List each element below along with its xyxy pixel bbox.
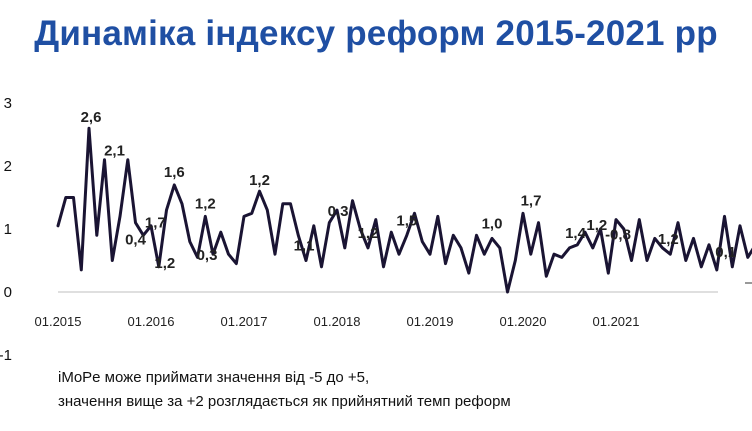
y-tick-label: 0 [4, 284, 12, 301]
y-tick-label: 2 [4, 158, 12, 175]
series-layer [56, 126, 752, 294]
data-label: 1,4 [565, 225, 587, 242]
x-tick-label: 01.2020 [500, 314, 547, 329]
x-tick-label: 01.2019 [407, 314, 454, 329]
note-line-2: значення вище за +2 розглядається як при… [58, 393, 511, 410]
data-label: 0,1 [715, 244, 736, 261]
data-label: 1,2 [154, 255, 175, 272]
x-tick-label: 01.2021 [593, 314, 640, 329]
y-axis: -1 0 1 2 3 [0, 95, 12, 364]
x-tick-label: 01.2018 [314, 314, 361, 329]
y-tick-label: 3 [4, 95, 12, 112]
data-label: 1,7 [145, 214, 166, 231]
y-tick-label: -1 [0, 347, 12, 364]
data-labels: 2,62,10,41,71,21,61,20,31,21,10,31,21,5 1… [81, 109, 752, 284]
data-label: 1,2 [249, 172, 270, 189]
data-label: -0,8 [605, 227, 631, 244]
data-label: 1,2 [658, 231, 679, 248]
y-tick-label: 1 [4, 221, 12, 238]
data-label: 2,6 [81, 109, 102, 126]
data-label: 1,7 [521, 192, 542, 209]
series-line [56, 126, 752, 294]
data-label: 1,5 [396, 212, 417, 229]
note-line-1: iMoPe може приймати значення від -5 до +… [58, 369, 370, 386]
data-label: 0,4 [125, 232, 147, 249]
data-label: 0,3 [197, 247, 218, 264]
data-label: 1,2 [195, 195, 216, 212]
chart-title: Динаміка індексу реформ 2015-2021 рр [34, 14, 718, 53]
x-axis: 01.2015 01.2016 01.2017 01.2018 01.2019 01.20… [35, 291, 718, 329]
data-label: 0,3 [328, 203, 349, 220]
data-label: 1,1 [294, 238, 315, 255]
label-leader-line [744, 282, 752, 284]
x-tick-label: 01.2016 [128, 314, 175, 329]
data-label: 2,1 [104, 143, 125, 160]
x-tick-label: 01.2015 [35, 314, 82, 329]
data-label: 1,0 [482, 215, 503, 232]
x-tick-label: 01.2017 [221, 314, 268, 329]
data-label: 1,2 [586, 217, 607, 234]
data-label: 1,6 [164, 164, 185, 181]
data-label: 1,2 [358, 225, 379, 242]
